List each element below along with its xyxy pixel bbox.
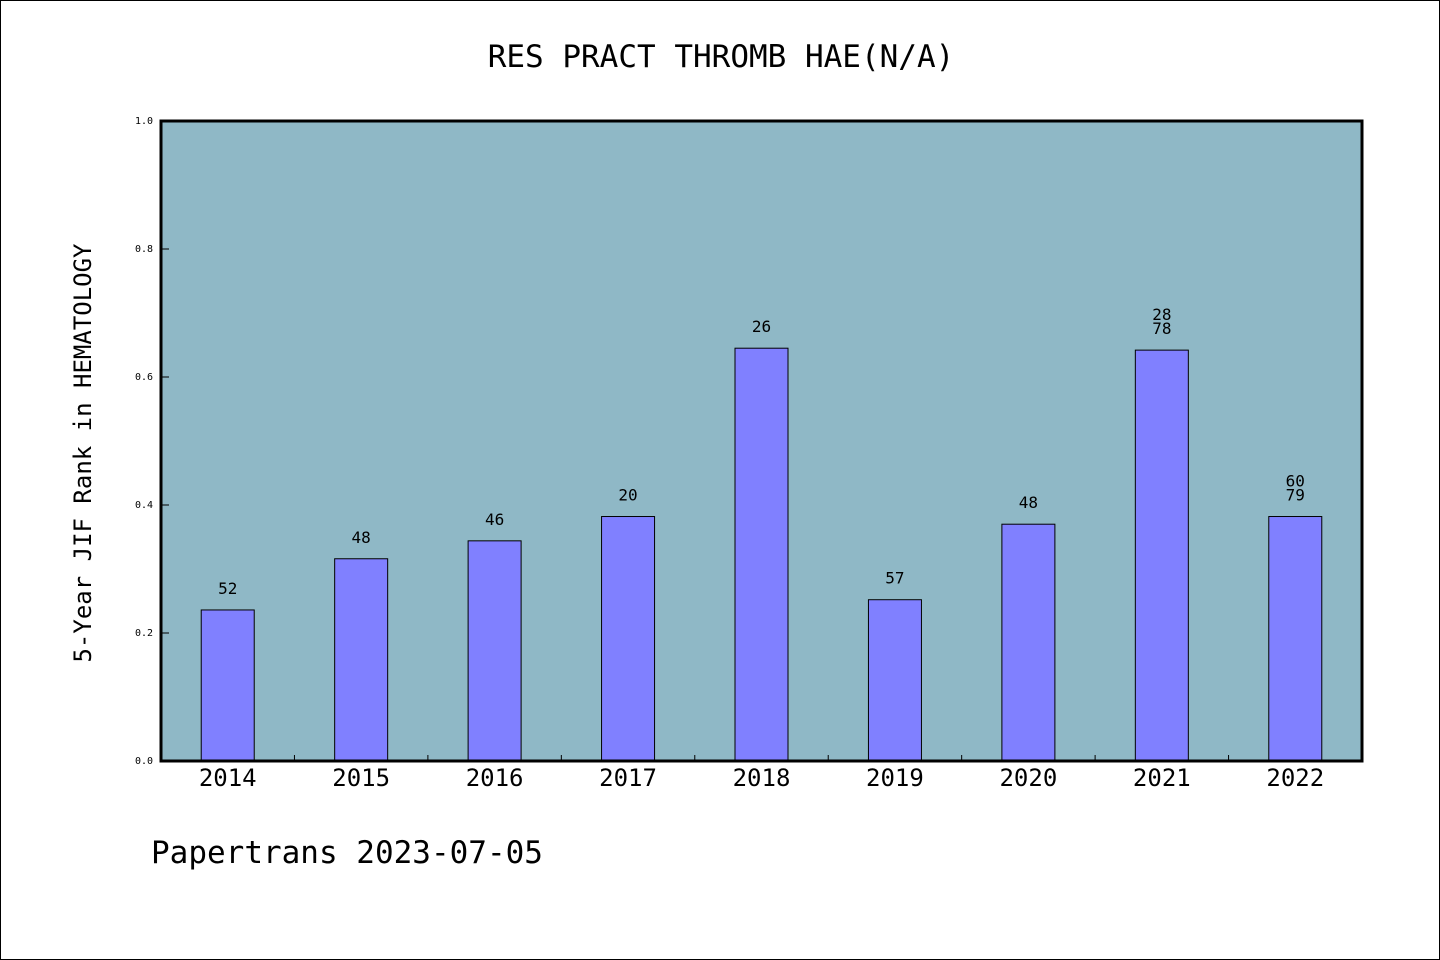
bar-2022 [1268, 516, 1323, 762]
bars-layer [200, 347, 1323, 762]
x-axis: 2014 2015 2016 2017 2018 2019 2020 2021 2022 [199, 755, 1324, 792]
data-label: 46 [485, 510, 504, 529]
x-tick-label: 2017 [599, 764, 657, 792]
x-tick-label: 2014 [199, 764, 257, 792]
y-tick-label: 0.4 [135, 500, 153, 511]
chart-title: RES PRACT THROMB HAE(N/A) [488, 39, 955, 75]
bar-2018 [734, 347, 789, 762]
x-tick-label: 2015 [332, 764, 390, 792]
bar-2015 [334, 558, 389, 762]
x-tick-label: 2019 [866, 764, 924, 792]
y-axis-label: 5-Year JIF Rank in HEMATOLOGY [69, 243, 97, 663]
x-tick-label: 2020 [999, 764, 1057, 792]
data-label: 78 [1152, 319, 1171, 338]
data-label: 20 [618, 486, 637, 505]
plot-border [159, 119, 1364, 763]
bar-2020 [1001, 523, 1056, 762]
data-label: 28 [1152, 305, 1171, 324]
y-tick-label: 0.0 [135, 756, 153, 767]
data-label: 48 [1019, 493, 1038, 512]
x-tick-label: 2022 [1266, 764, 1324, 792]
bar-2014 [200, 609, 255, 762]
x-tick-label: 2016 [466, 764, 524, 792]
data-label: 26 [752, 317, 771, 336]
y-tick-label: 0.2 [135, 628, 153, 639]
y-tick-label: 0.6 [135, 372, 153, 383]
y-tick-label: 1.0 [135, 116, 153, 127]
data-label: 52 [218, 579, 237, 598]
x-tick-label: 2018 [733, 764, 791, 792]
bar-2021 [1134, 349, 1189, 762]
data-label: 79 [1286, 486, 1305, 505]
bar-2016 [467, 540, 522, 762]
bar-2019 [867, 599, 922, 762]
bar-2017 [601, 516, 656, 762]
y-tick-label: 0.8 [135, 244, 153, 255]
x-tick-label: 2021 [1133, 764, 1191, 792]
footer-credit: Papertrans 2023-07-05 [151, 835, 543, 871]
data-label: 57 [885, 569, 904, 588]
data-label: 60 [1286, 472, 1305, 491]
data-label: 48 [352, 528, 371, 547]
